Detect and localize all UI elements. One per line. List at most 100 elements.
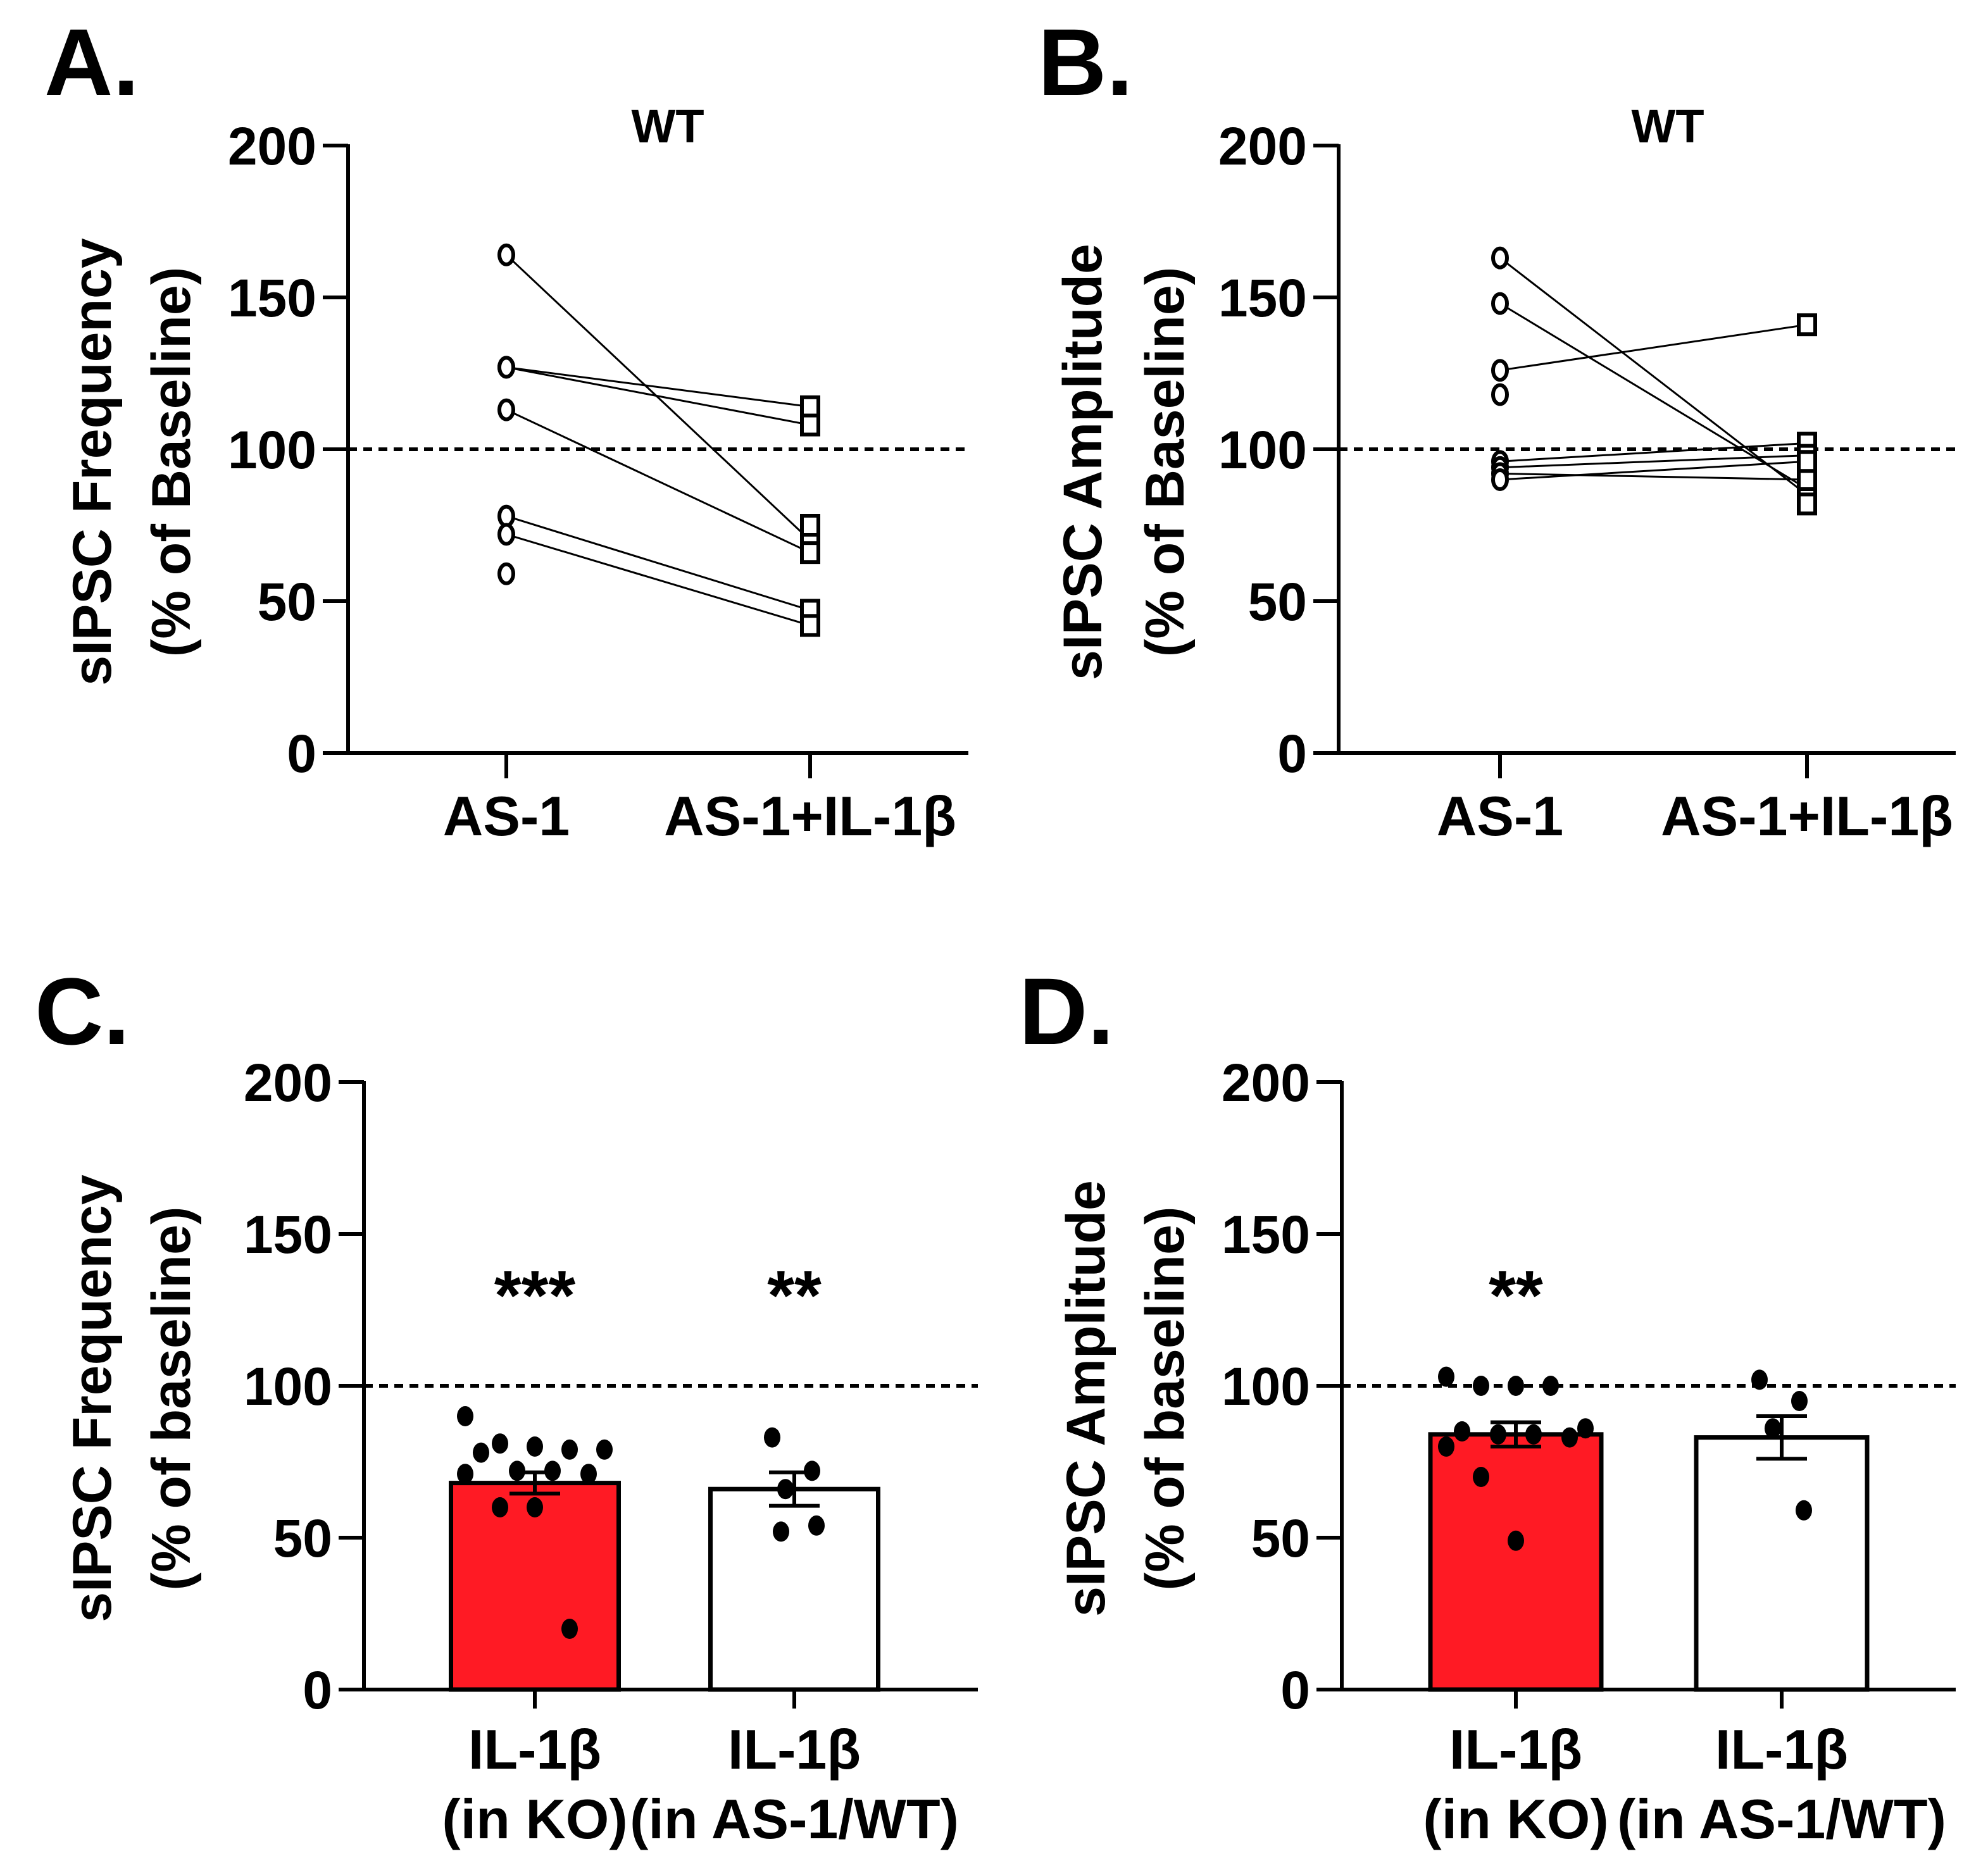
- y-tick-label: 50: [273, 1509, 332, 1568]
- x-tick-label: IL-1β: [468, 1718, 601, 1781]
- y-axis-label-units: (% of baseline): [1135, 1207, 1196, 1591]
- data-point: [457, 1464, 473, 1485]
- significance-label: **: [767, 1257, 822, 1335]
- y-axis-label-units: (% of Baseline): [1135, 267, 1196, 657]
- data-point: [777, 1479, 794, 1500]
- data-point-circle: [497, 562, 515, 585]
- x-tick-label: AS-1+IL-1β: [664, 785, 956, 847]
- data-point: [1508, 1530, 1524, 1551]
- y-axis-label: sIPSC Frequency: [62, 1174, 123, 1622]
- data-point: [1796, 1500, 1812, 1521]
- data-point: [580, 1464, 597, 1485]
- chart-panel-c: C. 0 50 100 150 200 sIPSC Frequency (% of basel…: [35, 958, 978, 1850]
- data-point-square: [1797, 450, 1817, 473]
- panel-label: D.: [1019, 958, 1114, 1064]
- chart-title: WT: [1631, 100, 1704, 153]
- y-tick-label: 200: [228, 116, 316, 176]
- data-point: [561, 1439, 578, 1460]
- data-point-circle: [497, 523, 515, 546]
- data-point: [1473, 1467, 1489, 1487]
- y-tick-label: 0: [287, 724, 316, 783]
- bar: [1694, 1435, 1870, 1692]
- y-tick-label: 200: [1222, 1053, 1310, 1112]
- data-point: [1490, 1424, 1506, 1445]
- x-tick-label-sub: (in KO): [442, 1788, 627, 1850]
- bar: [708, 1486, 880, 1692]
- pair-line: [1499, 454, 1808, 469]
- data-point: [544, 1460, 561, 1481]
- data-point: [1791, 1391, 1808, 1411]
- pair-line: [1499, 442, 1808, 463]
- data-point-square: [1797, 313, 1817, 337]
- data-point: [596, 1439, 613, 1460]
- data-point-circle: [1491, 468, 1509, 491]
- y-axis-label: sIPSC Frequency: [62, 238, 123, 686]
- data-point-circle: [497, 398, 515, 421]
- y-tick-label: 200: [244, 1053, 332, 1112]
- y-tick-label: 100: [1222, 1357, 1310, 1416]
- data-point-circle: [497, 243, 515, 266]
- data-point: [509, 1460, 525, 1481]
- pair-line: [506, 409, 811, 554]
- data-point: [492, 1433, 508, 1454]
- y-tick-label: 0: [1277, 724, 1307, 783]
- y-tick-label: 200: [1218, 116, 1307, 176]
- data-point-square: [1797, 468, 1817, 491]
- data-point-circle: [1491, 383, 1509, 406]
- y-tick-label: 100: [244, 1357, 332, 1416]
- y-tick-label: 50: [258, 572, 316, 632]
- data-point: [1765, 1418, 1781, 1439]
- x-tick-label-sub: (in AS-1/WT): [1617, 1788, 1946, 1850]
- x-tick-label: IL-1β: [728, 1718, 861, 1781]
- x-tick-label: AS-1: [443, 785, 570, 847]
- y-tick-label: 100: [1218, 420, 1307, 480]
- data-point: [1438, 1366, 1454, 1387]
- pair-line: [505, 254, 811, 542]
- data-point: [1454, 1421, 1470, 1441]
- x-tick-label: IL-1β: [1715, 1718, 1848, 1781]
- data-point-square: [800, 514, 820, 537]
- data-point: [1438, 1436, 1454, 1457]
- pair-line: [506, 366, 811, 408]
- data-point: [527, 1497, 543, 1517]
- pair-line: [506, 515, 811, 611]
- y-tick-label: 150: [244, 1205, 332, 1264]
- data-point: [1473, 1376, 1489, 1396]
- chart-panel-d: D. 0 50 100 150 200 sIPSC Amplitude (% of basel…: [1019, 958, 1956, 1850]
- y-tick-label: 50: [1248, 572, 1307, 632]
- chart-panel-a: A. WT 0 50 100 150 200 sIPSC Frequency (% of Bas…: [44, 9, 968, 847]
- x-tick-label: AS-1: [1437, 785, 1564, 847]
- y-axis-label-units: (% of baseline): [141, 1207, 202, 1591]
- data-point: [808, 1515, 825, 1536]
- y-tick-label: 150: [1218, 268, 1307, 328]
- x-tick-label-sub: (in AS-1/WT): [630, 1788, 959, 1850]
- data-point-circle: [497, 356, 515, 379]
- data-point-square: [800, 541, 820, 564]
- data-point: [1525, 1424, 1542, 1445]
- data-point-square: [1797, 492, 1817, 516]
- data-point: [804, 1460, 820, 1481]
- significance-label: ***: [494, 1257, 576, 1335]
- data-point: [1508, 1376, 1524, 1396]
- y-tick-label: 150: [228, 268, 316, 328]
- y-axis-label: sIPSC Amplitude: [1053, 244, 1113, 680]
- significance-label: **: [1489, 1257, 1543, 1335]
- data-point: [764, 1427, 780, 1448]
- data-point: [457, 1406, 473, 1426]
- data-point-square: [800, 614, 820, 637]
- data-point: [1577, 1418, 1594, 1439]
- data-point-circle: [1491, 292, 1509, 315]
- data-point-square: [800, 395, 820, 418]
- data-point: [1561, 1427, 1578, 1448]
- panel-label: B.: [1038, 9, 1133, 115]
- data-point: [561, 1619, 578, 1639]
- x-tick-label: AS-1+IL-1β: [1661, 785, 1953, 847]
- y-axis-label-units: (% of Baseline): [141, 267, 202, 657]
- y-tick-label: 50: [1251, 1509, 1310, 1568]
- data-point-circle: [497, 504, 515, 528]
- pair-line: [1499, 323, 1808, 371]
- pair-line: [506, 533, 811, 626]
- panel-label: A.: [44, 9, 139, 115]
- data-point-circle: [1491, 359, 1509, 382]
